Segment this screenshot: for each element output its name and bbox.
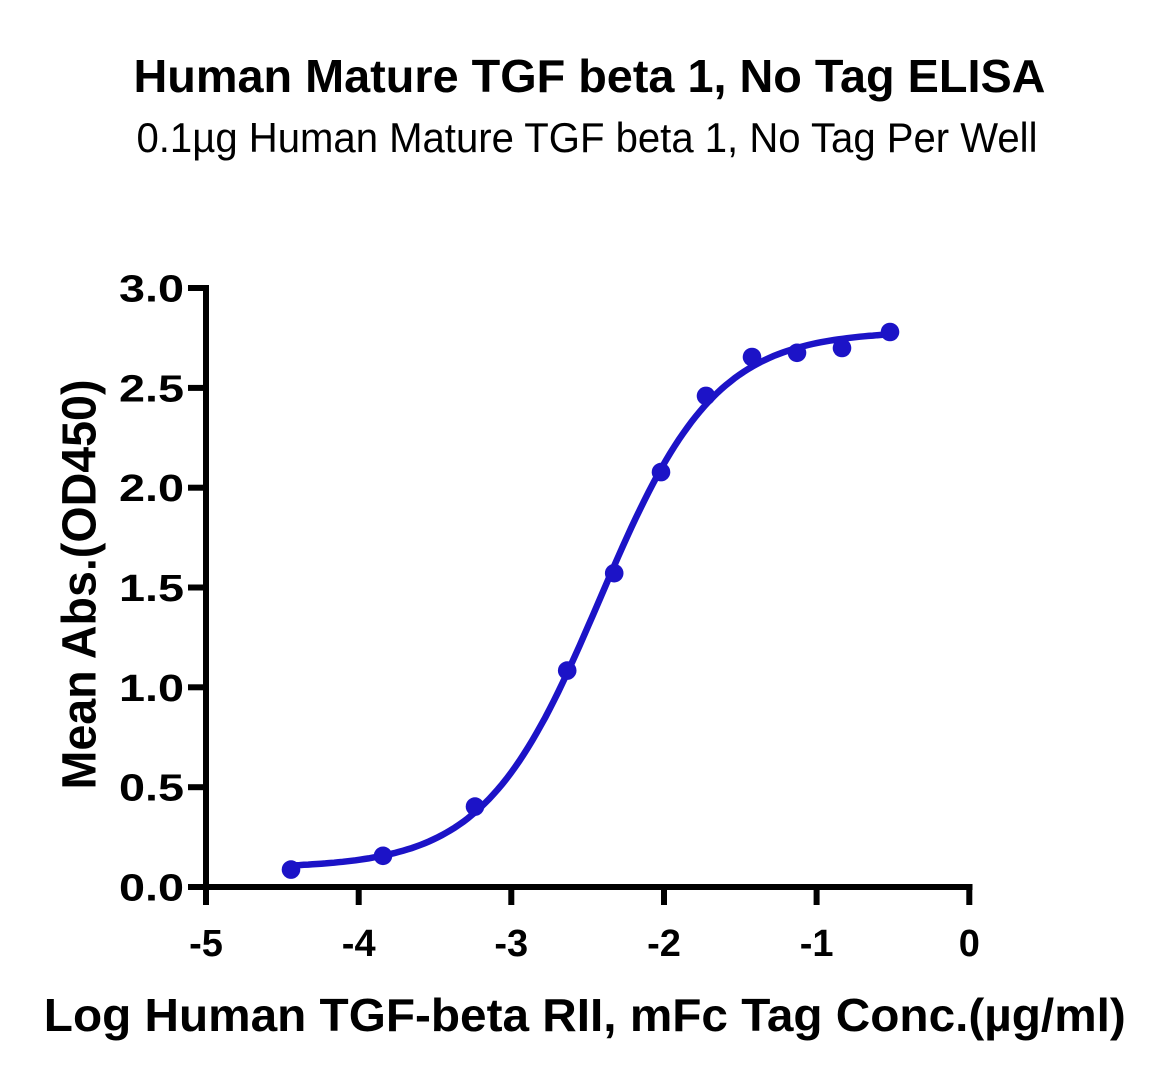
svg-text:-5: -5 xyxy=(189,923,223,965)
svg-text:2.5: 2.5 xyxy=(119,368,184,410)
svg-text:-2: -2 xyxy=(647,923,681,965)
svg-text:0.0: 0.0 xyxy=(119,868,184,910)
svg-text:-4: -4 xyxy=(342,923,376,965)
svg-text:2.0: 2.0 xyxy=(119,468,184,510)
svg-text:Mean Abs.(OD450): Mean Abs.(OD450) xyxy=(54,380,107,790)
svg-text:Human Mature TGF beta 1, No Ta: Human Mature TGF beta 1, No Tag ELISA xyxy=(134,50,1046,102)
svg-text:-1: -1 xyxy=(800,923,834,965)
svg-text:1.5: 1.5 xyxy=(119,568,184,610)
svg-text:-3: -3 xyxy=(494,923,528,965)
svg-text:0.1µg Human Mature TGF beta 1,: 0.1µg Human Mature TGF beta 1, No Tag Pe… xyxy=(137,114,1038,161)
svg-text:3.0: 3.0 xyxy=(119,269,184,311)
svg-text:Log Human TGF-beta RII, mFc Ta: Log Human TGF-beta RII, mFc Tag Conc.(µg… xyxy=(44,989,1126,1041)
svg-text:0: 0 xyxy=(959,923,980,965)
svg-text:0.5: 0.5 xyxy=(119,768,184,810)
svg-text:1.0: 1.0 xyxy=(119,668,184,710)
